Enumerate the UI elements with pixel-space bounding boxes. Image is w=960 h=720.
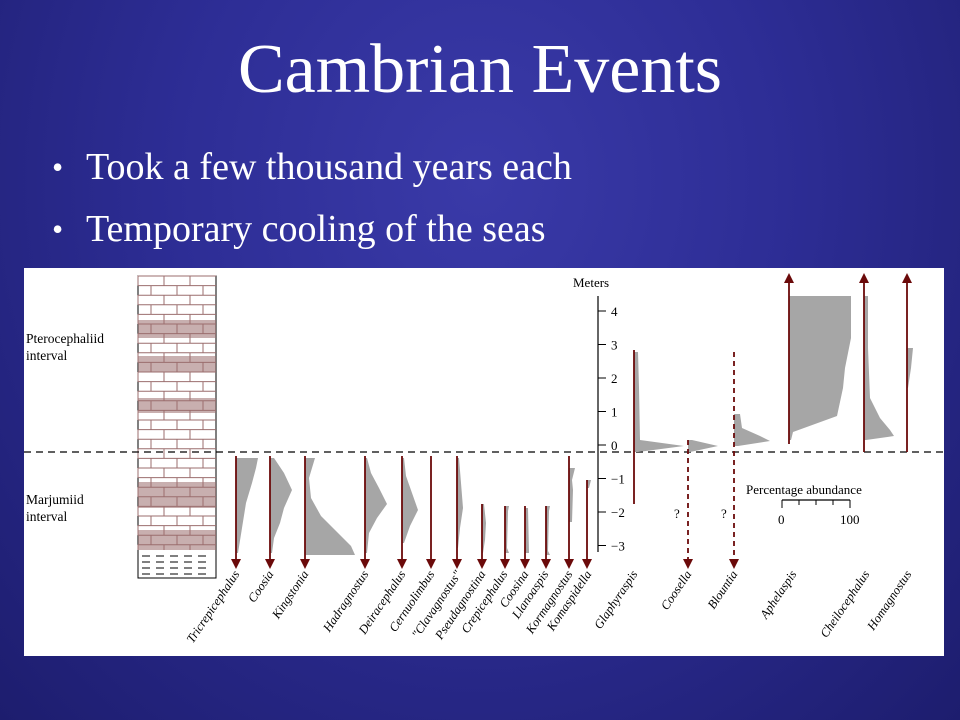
abundance-shape (734, 414, 770, 446)
abundance-shape (482, 504, 486, 553)
shale-band (138, 530, 216, 550)
abundance-shape (569, 468, 575, 522)
shale-band (138, 482, 216, 508)
shale-band (138, 398, 216, 413)
upper-interval-label: Pterocephaliid (26, 331, 104, 346)
abundance-legend-label: Percentage abundance (746, 482, 862, 497)
taxon-label: Coosia (245, 568, 276, 605)
scale-tick-label: 4 (611, 304, 618, 319)
bullet-text: Took a few thousand years each (86, 146, 572, 188)
taxon-label: Cheilocephalus (817, 568, 872, 640)
stratigraphic-column (137, 275, 217, 579)
scale-tick-label: −3 (611, 539, 625, 554)
slide-title: Cambrian Events (237, 31, 723, 108)
bullet-text: Temporary cooling of the seas (86, 208, 546, 250)
meters-scale: Meters 4 3 2 1 0 −1 −2 −3 (573, 275, 625, 554)
taxon-label: Aphelaspis (757, 568, 800, 622)
scale-tick-label: 2 (611, 371, 618, 386)
taxon-label: Homagnostus (864, 568, 915, 634)
abundance-legend-min: 0 (778, 512, 785, 527)
abundance-shape (270, 458, 292, 553)
lower-interval-label: interval (26, 509, 67, 524)
bullet-item: • Took a few thousand years each (52, 136, 572, 198)
abundance-shape (789, 296, 851, 440)
abundance-shape (907, 348, 913, 388)
taxon-ranges (231, 273, 913, 569)
abundance-legend-max: 100 (840, 512, 860, 527)
bullet-list: • Took a few thousand years each • Tempo… (52, 136, 572, 260)
abundance-shape (365, 458, 387, 553)
abundance-shape (587, 480, 591, 488)
bullet-item: • Temporary cooling of the seas (52, 198, 572, 260)
abundance-legend: Percentage abundance 0 100 (746, 482, 862, 527)
abundance-shape (505, 506, 509, 553)
abundance-shape (236, 458, 258, 553)
taxon-label: Tricrepicephalus (184, 568, 243, 646)
abundance-shape (546, 506, 550, 555)
question-mark: ? (721, 506, 727, 521)
scale-label: Meters (573, 275, 609, 290)
shale-band (138, 320, 216, 338)
scale-tick-label: 1 (611, 405, 618, 420)
taxon-label: Blountia (705, 568, 741, 612)
abundance-shape (525, 508, 529, 553)
question-mark: ? (674, 506, 680, 521)
taxon-label: Coosella (658, 568, 694, 613)
shale-band (138, 356, 216, 372)
upper-interval-label: interval (26, 348, 67, 363)
abundance-shape (457, 458, 463, 548)
lower-interval-label: Marjumiid (26, 492, 84, 507)
range-chart-figure: Pterocephaliid interval Marjumiid interv… (24, 268, 944, 656)
abundance-shape (402, 458, 418, 543)
bullet-dot-icon: • (52, 149, 64, 185)
scale-tick-label: 3 (611, 338, 618, 353)
range-chart-svg: Pterocephaliid interval Marjumiid interv… (24, 273, 944, 646)
scale-tick-label: −2 (611, 505, 625, 520)
abundance-shape (305, 458, 355, 555)
scale-tick-label: −1 (611, 472, 625, 487)
abundance-shape (688, 440, 718, 452)
taxon-label: Glaphyraspis (591, 568, 640, 632)
scale-tick-label: 0 (611, 438, 618, 453)
bullet-dot-icon: • (52, 211, 64, 247)
abundance-shape (864, 296, 894, 440)
abundance-shape (634, 352, 684, 452)
